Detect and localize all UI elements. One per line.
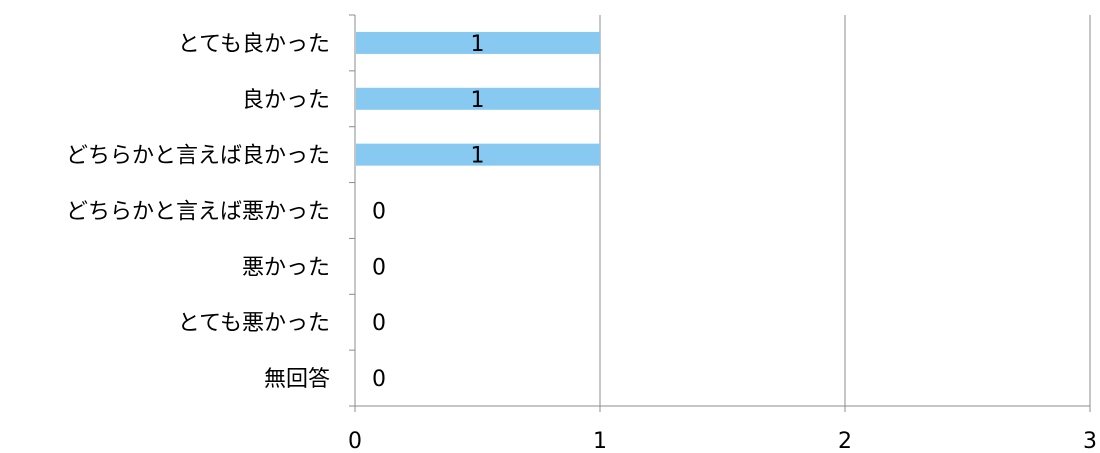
- x-tick-label: 3: [1083, 429, 1097, 453]
- category-label: どちらかと言えば良かった: [66, 144, 330, 169]
- data-label: 1: [471, 88, 485, 113]
- bar-2: [356, 143, 600, 166]
- data-label: 1: [471, 144, 485, 169]
- x-tick-label: 0: [348, 429, 362, 453]
- data-label: 1: [471, 32, 485, 57]
- category-label: 無回答: [264, 367, 330, 392]
- data-label: 0: [372, 255, 386, 280]
- category-label: とても良かった: [178, 32, 330, 57]
- category-label: とても悪かった: [178, 311, 330, 336]
- bars: [356, 31, 600, 166]
- data-label: 0: [372, 200, 386, 225]
- category-label: どちらかと言えば悪かった: [66, 200, 330, 225]
- x-tick-label: 2: [838, 429, 852, 453]
- data-label: 0: [372, 367, 386, 392]
- category-label: 悪かった: [242, 255, 330, 280]
- bar-0: [356, 31, 600, 54]
- data-label: 0: [372, 311, 386, 336]
- category-label: 良かった: [242, 88, 330, 113]
- axes: [349, 14, 1091, 412]
- bar-1: [356, 87, 600, 110]
- gridlines: [599, 15, 1091, 406]
- labels: 0 1 2 3 とても良かった 1 良かった 1 どちらかと言えば良かった 1 どちらかと言えば悪か…: [66, 32, 1097, 453]
- x-tick-label: 1: [593, 429, 607, 453]
